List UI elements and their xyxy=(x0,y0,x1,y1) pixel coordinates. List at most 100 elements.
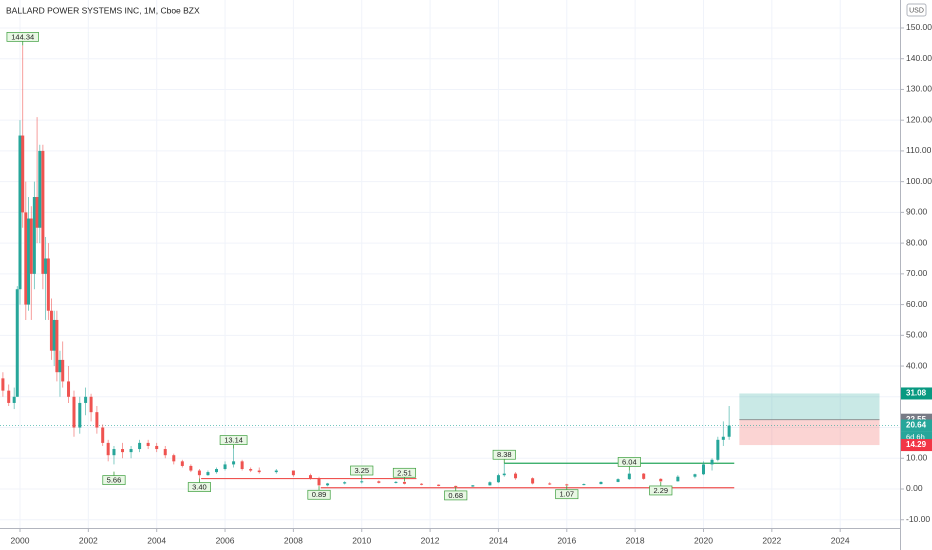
annotation-box xyxy=(649,485,673,496)
candle-body xyxy=(437,484,441,486)
candle-body xyxy=(155,445,159,450)
candle-body xyxy=(727,425,731,437)
target-tag-bg xyxy=(901,387,932,400)
candle-body xyxy=(659,478,663,482)
last-price-tag: 20.64 xyxy=(906,421,927,430)
stop-zone xyxy=(739,419,880,446)
candle-body xyxy=(291,470,295,476)
y-tick-label: 60.00 xyxy=(906,299,928,309)
x-tick-label: 2018 xyxy=(626,535,645,545)
last-price-tag-bg xyxy=(901,419,932,432)
y-tick-label: 50.00 xyxy=(906,330,928,340)
annotation-label: 0.89 xyxy=(312,490,327,499)
candle-body xyxy=(58,359,62,373)
candle-body xyxy=(223,464,227,470)
candle-body xyxy=(502,473,506,476)
y-tick-label: 80.00 xyxy=(906,237,928,247)
y-tick-label: 110.00 xyxy=(906,145,932,155)
annotation-box xyxy=(617,457,641,467)
candle-body xyxy=(89,396,93,413)
candle-body xyxy=(72,396,76,428)
candle-body xyxy=(454,485,458,487)
annotation-label: 2.29 xyxy=(653,486,668,495)
candle-body xyxy=(32,197,36,274)
candle-body xyxy=(642,473,646,479)
annotation-box xyxy=(187,482,211,492)
candle-body xyxy=(496,475,500,483)
candle-body xyxy=(18,135,22,290)
x-tick-label: 2010 xyxy=(352,535,371,545)
currency-box xyxy=(906,3,927,17)
y-tick-label: 0.00 xyxy=(906,483,923,493)
candle-body xyxy=(129,449,133,453)
candle-body xyxy=(582,484,586,486)
candle-body xyxy=(138,442,142,450)
candle-body xyxy=(112,449,116,456)
candle-body xyxy=(29,218,33,274)
candle-body xyxy=(61,359,65,382)
plot: 144.34 13.14 5.66 3.40 0.89 3.25 2.51 0.68 8.38 1… xyxy=(0,32,900,501)
candle-body xyxy=(121,449,125,453)
annotation-label: 3.25 xyxy=(354,466,369,475)
candle-body xyxy=(15,289,19,397)
candle-body xyxy=(548,483,552,485)
candle-body xyxy=(402,481,406,484)
candle-body xyxy=(274,470,278,473)
candle-body xyxy=(676,476,680,482)
annotation-box xyxy=(102,475,126,485)
annotation-box xyxy=(6,32,39,42)
candle-body xyxy=(172,455,176,462)
y-tick-label: 100.00 xyxy=(906,176,932,186)
candle-body xyxy=(627,473,631,480)
candle-body xyxy=(95,412,99,428)
entry-tag: 22.55 xyxy=(906,415,927,424)
candle-body xyxy=(232,461,236,465)
candle-body xyxy=(41,150,45,274)
candle-body xyxy=(27,218,31,305)
annotation-label: 6.04 xyxy=(622,457,637,466)
candle-body xyxy=(52,319,56,351)
candle-body xyxy=(326,483,330,486)
candle-body xyxy=(44,258,48,274)
candle-body xyxy=(471,485,475,487)
x-tick-label: 2006 xyxy=(216,535,235,545)
candle-body xyxy=(514,473,518,479)
candle-body xyxy=(197,470,201,476)
candle-body xyxy=(716,439,720,460)
candle-body xyxy=(308,475,312,479)
candle-body xyxy=(394,481,398,483)
x-tick-label: 2000 xyxy=(11,535,30,545)
target-zone xyxy=(739,393,880,420)
annotation-label: 1.07 xyxy=(559,490,574,499)
candle-body xyxy=(163,449,167,456)
x-tick-label: 2024 xyxy=(831,535,850,545)
candle-body xyxy=(420,483,424,485)
annotation-box xyxy=(555,489,579,500)
y-tick-label: 10.00 xyxy=(906,453,928,463)
candle-body xyxy=(55,319,59,373)
candle-body xyxy=(565,484,569,486)
candle-body xyxy=(214,469,218,473)
candle-body xyxy=(78,402,82,428)
candle-body xyxy=(106,442,110,456)
candle-body xyxy=(1,378,5,391)
annotation-label: 0.68 xyxy=(448,491,463,500)
x-tick-label: 2016 xyxy=(557,535,576,545)
candle-body xyxy=(240,461,244,470)
candle-body xyxy=(21,135,25,213)
x-tick-label: 2002 xyxy=(79,535,98,545)
candle-body xyxy=(721,436,725,440)
y-tick-label: -10.00 xyxy=(906,514,930,524)
annotation-label: 13.14 xyxy=(224,436,243,445)
x-tick-label: 2020 xyxy=(694,535,713,545)
candle-body xyxy=(377,481,381,483)
candle-body xyxy=(693,474,697,477)
y-tick-label: 150.00 xyxy=(906,22,932,32)
y-tick-label: 70.00 xyxy=(906,268,928,278)
annotation-box xyxy=(492,449,516,460)
annotation-box xyxy=(219,435,248,445)
candle-body xyxy=(599,481,603,485)
x-tick-label: 2004 xyxy=(147,535,166,545)
